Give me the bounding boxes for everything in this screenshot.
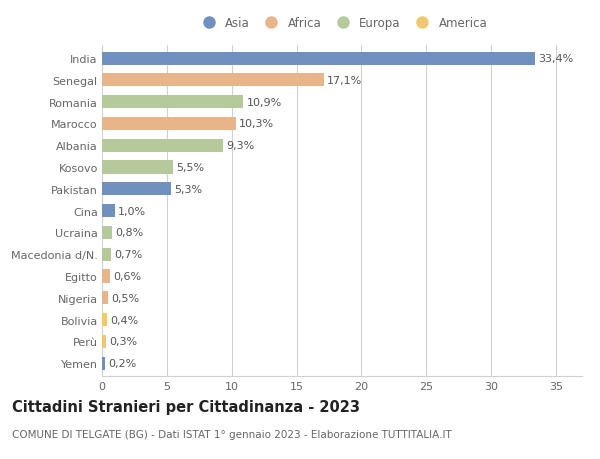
Bar [102, 118, 236, 131]
Text: 0,3%: 0,3% [109, 336, 137, 347]
Text: 5,3%: 5,3% [174, 185, 202, 195]
Text: 0,2%: 0,2% [108, 358, 136, 368]
Text: 0,4%: 0,4% [110, 315, 139, 325]
Bar [102, 291, 109, 305]
Text: 17,1%: 17,1% [327, 76, 362, 86]
Bar [102, 313, 107, 326]
Bar [102, 205, 115, 218]
Bar [102, 140, 223, 152]
Legend: Asia, Africa, Europa, America: Asia, Africa, Europa, America [192, 12, 492, 34]
Text: 0,8%: 0,8% [116, 228, 144, 238]
Bar [102, 161, 173, 174]
Bar [102, 335, 106, 348]
Bar [102, 183, 171, 196]
Bar [102, 357, 104, 370]
Bar [102, 74, 324, 87]
Text: 0,6%: 0,6% [113, 271, 141, 281]
Text: 1,0%: 1,0% [118, 206, 146, 216]
Text: 10,9%: 10,9% [247, 97, 282, 107]
Text: 33,4%: 33,4% [539, 54, 574, 64]
Bar [102, 226, 112, 240]
Text: 0,5%: 0,5% [112, 293, 140, 303]
Bar [102, 248, 111, 261]
Text: 5,5%: 5,5% [176, 162, 205, 173]
Bar [102, 270, 110, 283]
Bar [102, 52, 535, 66]
Text: 10,3%: 10,3% [239, 119, 274, 129]
Text: 0,7%: 0,7% [115, 250, 143, 260]
Text: COMUNE DI TELGATE (BG) - Dati ISTAT 1° gennaio 2023 - Elaborazione TUTTITALIA.IT: COMUNE DI TELGATE (BG) - Dati ISTAT 1° g… [12, 429, 452, 439]
Text: Cittadini Stranieri per Cittadinanza - 2023: Cittadini Stranieri per Cittadinanza - 2… [12, 399, 360, 414]
Bar [102, 96, 244, 109]
Text: 9,3%: 9,3% [226, 141, 254, 151]
